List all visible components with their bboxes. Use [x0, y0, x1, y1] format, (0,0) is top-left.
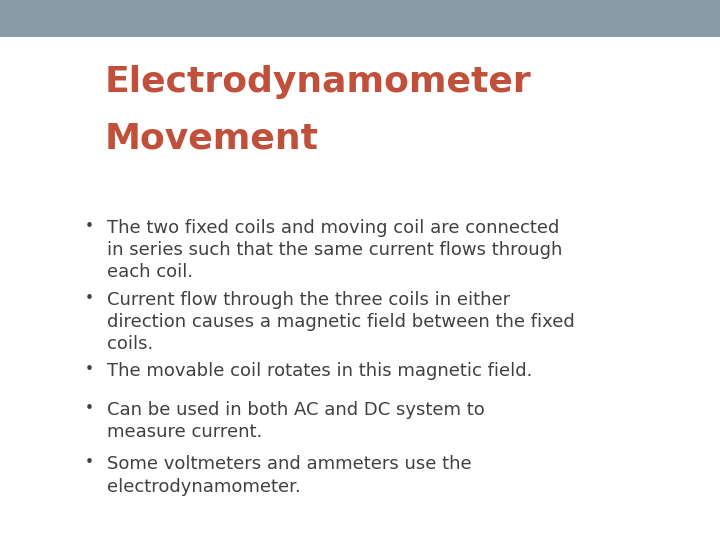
Text: Can be used in both AC and DC system to
measure current.: Can be used in both AC and DC system to …	[107, 401, 485, 441]
Bar	[0, 0, 720, 37]
Text: Electrodynamometer: Electrodynamometer	[104, 65, 531, 99]
Text: Some voltmeters and ammeters use the
electrodynamometer.: Some voltmeters and ammeters use the ele…	[107, 455, 471, 496]
Text: •: •	[85, 401, 94, 415]
Text: •: •	[85, 291, 94, 306]
Text: Current flow through the three coils in either
direction causes a magnetic field: Current flow through the three coils in …	[107, 291, 575, 353]
Text: •: •	[85, 362, 94, 377]
Text: The two fixed coils and moving coil are connected
in series such that the same c: The two fixed coils and moving coil are …	[107, 219, 562, 281]
Text: The movable coil rotates in this magnetic field.: The movable coil rotates in this magneti…	[107, 362, 532, 381]
Text: Movement: Movement	[104, 122, 318, 156]
Text: •: •	[85, 219, 94, 234]
Text: •: •	[85, 455, 94, 470]
